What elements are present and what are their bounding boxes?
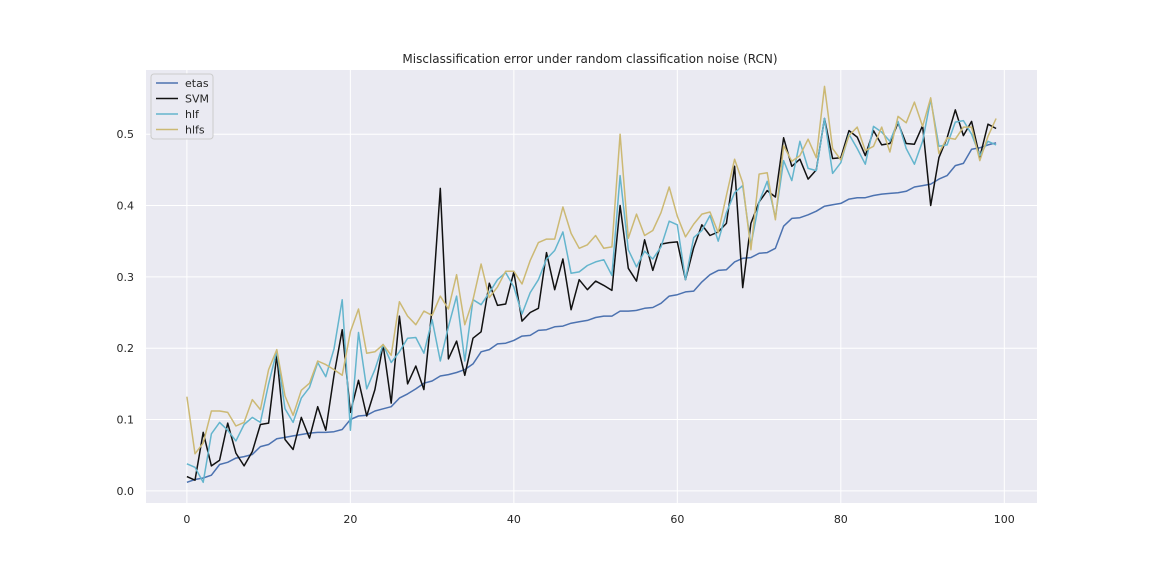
series-line-hlfs	[186, 85, 997, 455]
chart-title: Misclassification error under random cla…	[402, 52, 777, 66]
y-tick-label: 0.2	[117, 342, 135, 355]
x-tick-label: 80	[834, 513, 848, 526]
x-tick-label: 100	[994, 513, 1015, 526]
x-tick-label: 0	[183, 513, 190, 526]
x-tick-label: 20	[343, 513, 357, 526]
y-tick-label: 0.5	[117, 128, 135, 141]
y-tick-label: 0.3	[117, 271, 135, 284]
legend: etas SVM hlf hlfs	[150, 73, 214, 140]
y-tick-label: 0.0	[117, 485, 135, 498]
series-lines	[186, 85, 997, 484]
series-line-etas	[186, 142, 997, 484]
legend-label-svm: SVM	[185, 93, 209, 106]
legend-label-etas: etas	[185, 77, 209, 90]
legend-box	[150, 73, 214, 140]
y-tick-label: 0.4	[117, 200, 135, 213]
tick-labels: 0 20 40 60 80 100 0.0 0.1 0.2 0.3 0.4 0.5	[117, 128, 1015, 526]
y-tick-label: 0.1	[117, 414, 135, 427]
series-line-svm	[186, 109, 997, 481]
legend-label-hlfs: hlfs	[185, 124, 205, 137]
x-tick-label: 40	[507, 513, 521, 526]
plot-area	[146, 70, 1037, 503]
x-tick-label: 60	[670, 513, 684, 526]
legend-label-hlf: hlf	[185, 108, 200, 121]
series-line-hlf	[186, 98, 997, 484]
